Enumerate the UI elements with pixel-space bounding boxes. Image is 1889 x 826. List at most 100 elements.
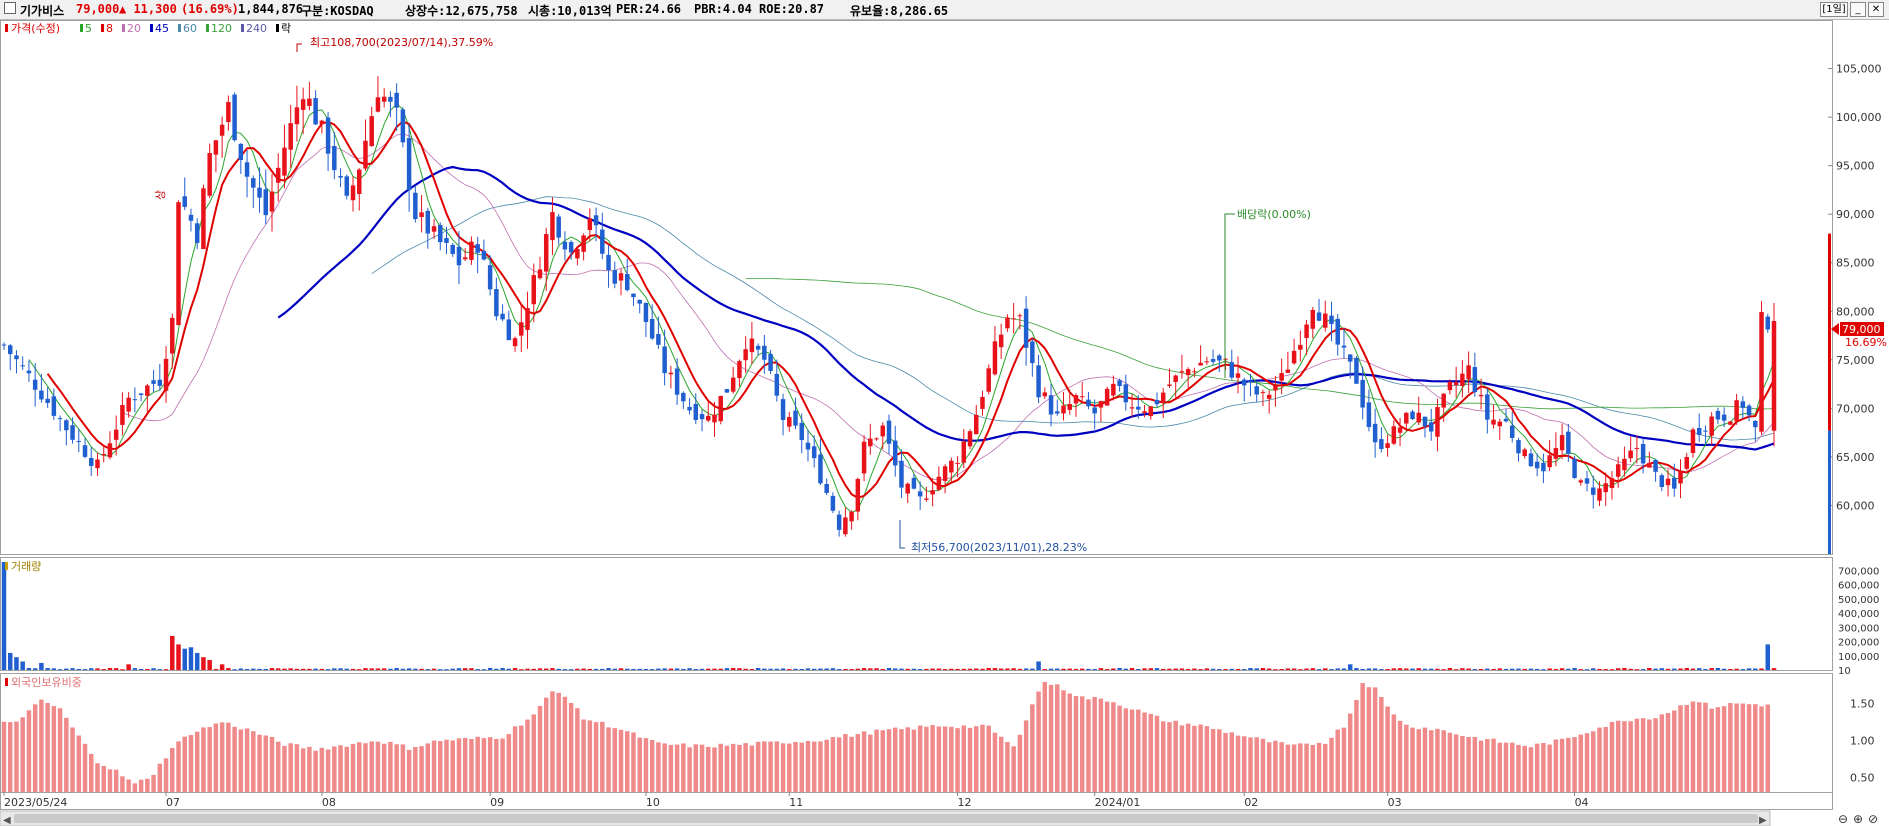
candle-body [1615, 464, 1621, 477]
volume-bar [531, 668, 536, 670]
low-annotation: 최저56,700(2023/11/01),28.23% [911, 541, 1087, 554]
foreign-ratio-bar [1030, 704, 1035, 792]
foreign-ratio-bar [1210, 729, 1216, 792]
period-button[interactable]: [1일] [1820, 2, 1848, 17]
ma-legend-60: 60 [183, 22, 197, 35]
candle-body [1597, 488, 1602, 501]
zoom-out-icon[interactable]: ⊖ [1838, 812, 1848, 826]
volume-bar [743, 668, 748, 670]
foreign-ratio-bar [1079, 696, 1085, 792]
foreign-ratio-bar [438, 741, 443, 792]
volume-bar [1584, 669, 1590, 671]
candle-body [1298, 344, 1303, 350]
candle-body [294, 107, 300, 125]
foreign-legend-marker [5, 678, 8, 686]
scrollbar-thumb[interactable] [14, 814, 1758, 823]
ma-legend-marker [80, 24, 83, 32]
volume-bar [1136, 669, 1141, 671]
volume-bar [886, 667, 892, 670]
volume-bar [1410, 668, 1415, 670]
foreign-ratio-bar [543, 697, 549, 792]
volume-bar [543, 668, 549, 670]
candle-body [1478, 394, 1484, 397]
volume-bar [1073, 668, 1079, 670]
volume-bar [381, 668, 387, 670]
candle-body [543, 234, 549, 272]
candle-body [780, 399, 786, 420]
candle-body [1073, 395, 1079, 404]
price-tick-label: 85,000 [1836, 257, 1875, 270]
foreign-ratio-bar [425, 743, 431, 792]
foreign-ratio-bar [375, 741, 381, 792]
candle-body [606, 254, 611, 271]
candle-body [194, 223, 200, 243]
foreign-ratio-bar [45, 702, 50, 792]
foreign-ratio-bar [1254, 737, 1259, 792]
foreign-ratio-bar [1117, 705, 1122, 792]
volume-legend-marker [5, 562, 8, 570]
candle-body [1509, 425, 1515, 438]
candle-body [967, 431, 973, 447]
foreign-ratio-bar [1422, 727, 1428, 792]
foreign-ratio-bar [500, 738, 505, 792]
candle-body [1628, 450, 1633, 459]
volume-bar [1279, 669, 1284, 671]
candle-body [1129, 407, 1135, 409]
foreign-ratio-bar [874, 729, 879, 792]
candle-body [674, 368, 680, 395]
price-tick-label: 65,000 [1836, 451, 1875, 464]
volume-bar [1721, 668, 1727, 670]
window-menu-icon[interactable] [4, 2, 16, 14]
close-button[interactable]: ✕ [1868, 2, 1884, 17]
volume-bar [151, 668, 156, 670]
volume-bar [176, 644, 181, 670]
foreign-ratio-bar [462, 737, 468, 792]
candle-body [1528, 453, 1534, 467]
candle-body [113, 429, 119, 440]
candle-body [1740, 401, 1746, 408]
foreign-ratio-bar [1522, 745, 1527, 792]
volume-bar [1242, 669, 1247, 671]
candle-body [1086, 399, 1091, 407]
volume-bar [1042, 669, 1048, 671]
scroll-left-icon[interactable]: ◀ [3, 815, 11, 826]
candle-body [1136, 406, 1141, 410]
scroll-right-icon[interactable]: ▶ [1759, 815, 1767, 826]
foreign-ratio-bar [300, 748, 306, 792]
volume-bar [737, 668, 742, 670]
candle-body [232, 94, 237, 141]
candle-body [1316, 312, 1322, 321]
candle-body [381, 96, 387, 102]
foreign-ratio-bar [20, 717, 25, 792]
listed-shares: 상장수:12,675,758 [405, 4, 518, 18]
high-marker-line [296, 43, 302, 52]
volume-bar [57, 669, 63, 671]
candle-body [1453, 382, 1459, 386]
foreign-ratio-bar [1404, 724, 1409, 792]
candle-body [450, 244, 455, 254]
candle-body [39, 390, 44, 400]
zoom-in-icon[interactable]: ⊕ [1853, 812, 1863, 826]
volume-bar [606, 668, 611, 670]
minimize-button[interactable]: _ [1850, 2, 1866, 17]
foreign-ratio-bar [886, 729, 892, 792]
volume-bar [1291, 668, 1297, 670]
zoom-reset-icon[interactable]: ⊘ [1868, 812, 1878, 826]
volume-bar [1185, 668, 1191, 670]
foreign-ratio-bar [799, 742, 804, 792]
date-tick-label: 04 [1575, 796, 1589, 809]
candle-body [201, 188, 206, 250]
volume-bar [494, 668, 499, 670]
candle-body [1584, 478, 1590, 484]
foreign-ratio-bar [26, 710, 32, 792]
foreign-ratio-bar [681, 743, 686, 792]
volume-bar [194, 652, 200, 670]
volume-bar [1404, 668, 1409, 670]
volume-bar [357, 669, 362, 671]
candle-body [1217, 355, 1222, 361]
foreign-ratio-bar [1204, 726, 1210, 792]
candle-body [1111, 383, 1116, 396]
candle-body [1117, 380, 1122, 386]
foreign-ratio-bar [830, 737, 836, 792]
